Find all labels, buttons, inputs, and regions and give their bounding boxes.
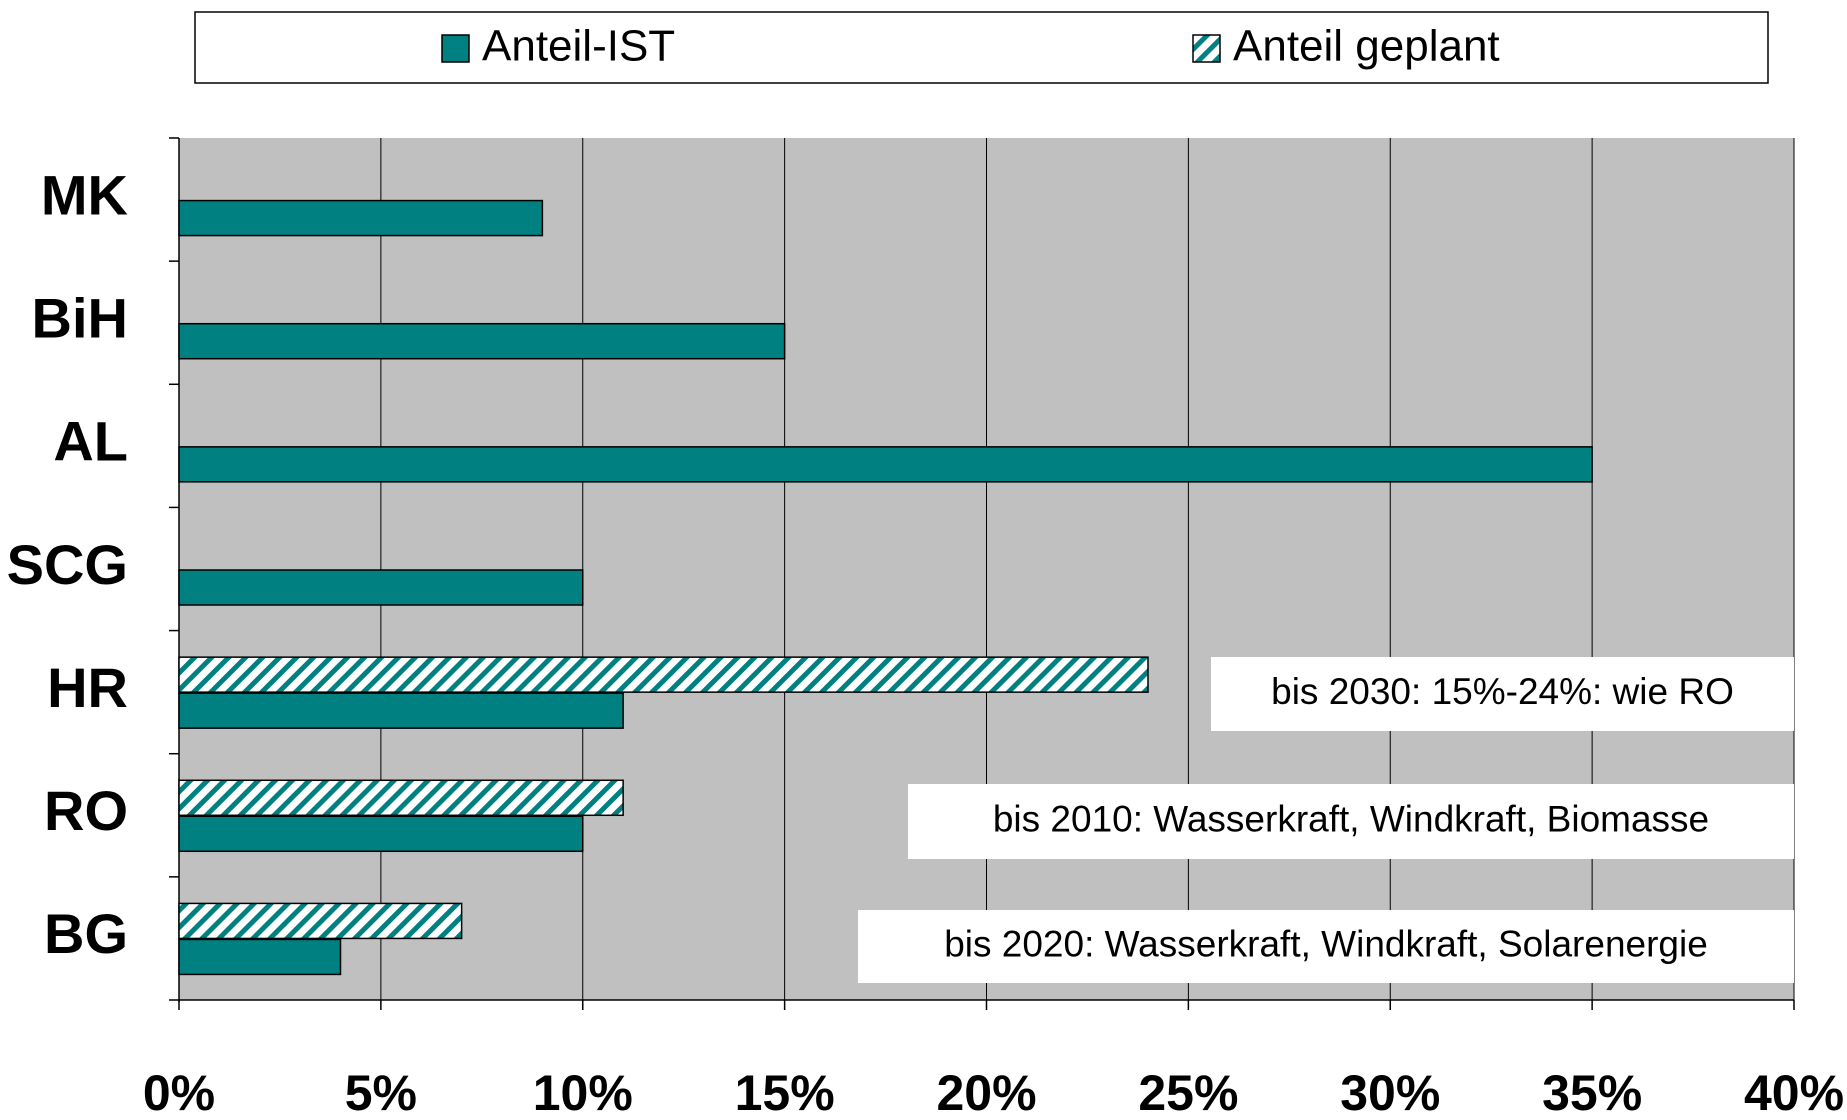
annotation-box	[1211, 657, 1794, 731]
bar	[178, 779, 624, 817]
bar	[178, 815, 584, 853]
y-tick-label: MK	[41, 163, 128, 226]
bar	[178, 322, 786, 360]
x-tick-label: 35%	[1542, 1065, 1642, 1120]
x-tick-label: 10%	[533, 1065, 633, 1120]
y-tick-label: RO	[44, 779, 128, 842]
x-tick-label: 20%	[936, 1065, 1036, 1120]
x-tick-label: 5%	[345, 1065, 417, 1120]
bar	[178, 446, 1593, 483]
x-tick-label: 25%	[1138, 1065, 1238, 1120]
y-tick-label: SCG	[7, 533, 128, 596]
x-tick-label: 0%	[143, 1065, 215, 1120]
annotation: bis 2020: Wasserkraft, Windkraft, Solare…	[944, 923, 1708, 964]
y-tick-label: BG	[44, 902, 128, 965]
legend-label: Anteil geplant	[1233, 22, 1500, 71]
bar	[178, 902, 463, 940]
annotation-box	[858, 910, 1794, 983]
bar	[178, 656, 1149, 693]
annotation-box	[908, 784, 1794, 859]
legend-swatch	[441, 34, 470, 63]
x-tick-label: 40%	[1744, 1065, 1844, 1120]
y-tick-label: AL	[53, 410, 128, 473]
x-tick-label: 15%	[735, 1065, 835, 1120]
annotation: bis 2030: 15%-24%: wie RO	[1271, 671, 1734, 712]
annotation: bis 2010: Wasserkraft, Windkraft, Biomas…	[993, 798, 1709, 839]
bar	[178, 569, 584, 606]
legend-swatch	[1192, 34, 1221, 63]
bar	[178, 938, 342, 976]
y-tick-label: HR	[47, 656, 128, 719]
legend-box	[194, 11, 1769, 84]
bar	[178, 199, 544, 237]
x-tick-label: 30%	[1340, 1065, 1440, 1120]
y-tick-label: BiH	[32, 287, 128, 350]
legend-label: Anteil-IST	[482, 22, 675, 71]
bar	[178, 692, 624, 729]
